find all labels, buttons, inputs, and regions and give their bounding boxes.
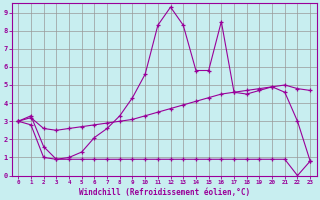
X-axis label: Windchill (Refroidissement éolien,°C): Windchill (Refroidissement éolien,°C) <box>79 188 250 197</box>
